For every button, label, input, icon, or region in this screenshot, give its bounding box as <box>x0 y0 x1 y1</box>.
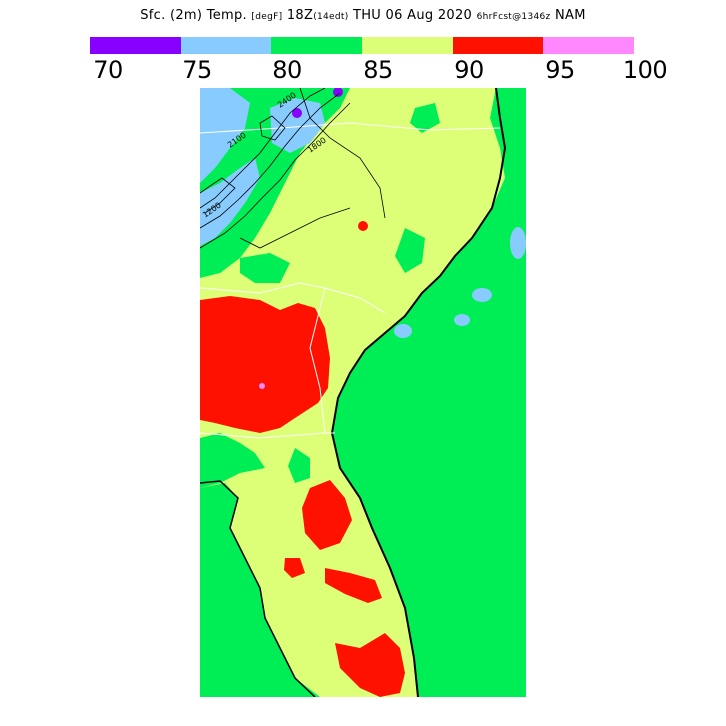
terrain-contours <box>200 88 351 249</box>
legend-swatch-85 <box>362 37 453 54</box>
cool-spot-70 <box>333 88 343 97</box>
hot-region-fl-2 <box>284 558 305 578</box>
hot-region-north <box>200 296 330 433</box>
legend-tick-100: 100 <box>622 56 668 84</box>
hot-region-fl-1 <box>302 480 352 550</box>
inland-green-patch-3 <box>410 103 440 133</box>
title-forecast: 6hrFcst@1346z <box>476 12 551 22</box>
mountain-cool-region <box>200 88 250 183</box>
legend-tick-95: 95 <box>545 56 575 84</box>
legend-tick-80: 80 <box>272 56 302 84</box>
title-field: Sfc. (2m) Temp. <box>140 8 247 23</box>
cool-patch-ocean-4 <box>510 227 526 259</box>
inland-green-patch-2 <box>395 228 425 273</box>
legend-tick-75: 75 <box>182 56 212 84</box>
state-borders <box>200 122 501 439</box>
title-valid: 18Z <box>286 8 314 23</box>
map-title: Sfc. (2m) Temp. [degF] 18Z(14edt) THU 06… <box>0 8 726 23</box>
title-units: [degF] <box>251 12 283 22</box>
legend-tick-85: 85 <box>363 56 393 84</box>
title-model: NAM <box>555 8 586 23</box>
cool-patch-ocean-1 <box>472 288 492 302</box>
legend-swatch-80 <box>271 37 363 54</box>
gulf-coastline <box>200 480 316 697</box>
hot-spot <box>358 221 368 231</box>
coastline <box>330 88 507 697</box>
mountain-cool-region-3 <box>270 98 325 153</box>
legend-swatch-95 <box>543 37 635 54</box>
hot-region-fl-4 <box>335 633 405 697</box>
very-hot-spot <box>259 383 265 389</box>
gulf-green-region <box>200 433 265 488</box>
temperature-map: 2400 2100 1800 1200 <box>200 88 526 697</box>
title-date: THU 06 Aug 2020 <box>352 8 473 23</box>
legend-tick-70: 70 <box>93 56 123 84</box>
legend-swatch-75 <box>180 37 272 54</box>
inland-green-patch <box>240 253 290 283</box>
legend-tick-90: 90 <box>454 56 484 84</box>
cool-patch-ocean-2 <box>454 314 470 326</box>
mountain-cool-region-2 <box>200 158 260 246</box>
inland-green-fl <box>288 448 310 483</box>
county-lines <box>239 88 386 249</box>
cool-patch-ocean-3 <box>394 324 412 338</box>
hot-region-fl-3 <box>325 568 382 603</box>
legend-swatch-90 <box>452 37 544 54</box>
title-local: (14edt) <box>313 12 349 22</box>
legend-swatch-70 <box>90 37 181 54</box>
cool-spot-70-b <box>292 108 302 118</box>
color-legend <box>90 37 635 54</box>
